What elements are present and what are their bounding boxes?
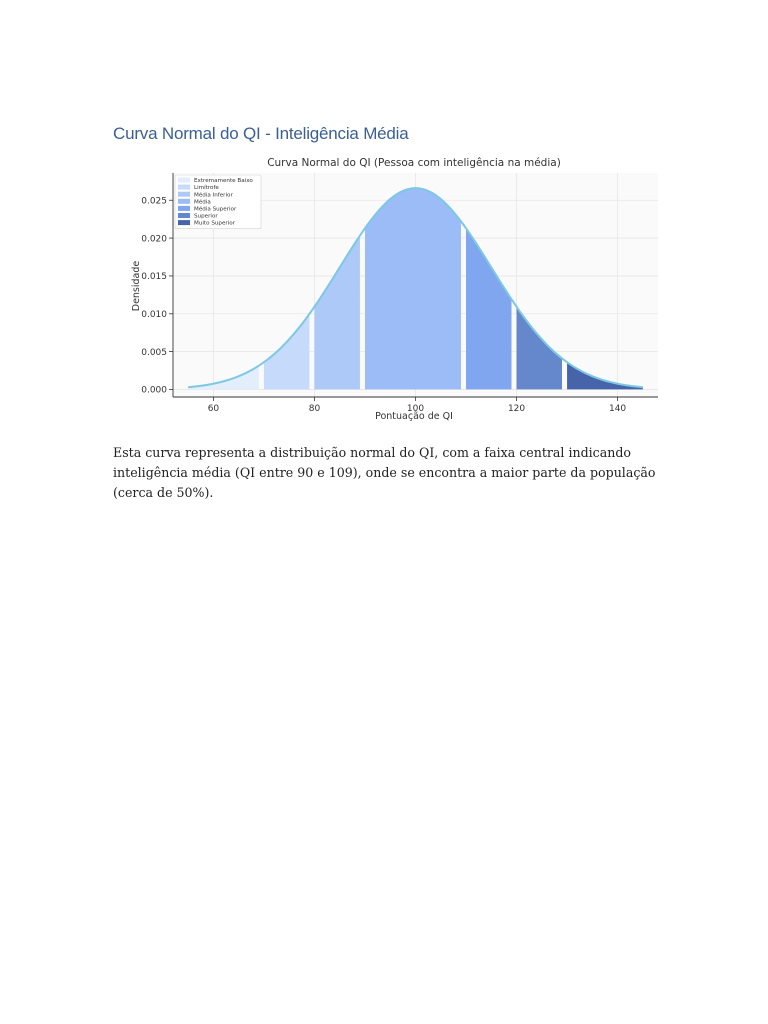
band-2: [263, 313, 310, 390]
legend-label: Muito Superior: [194, 221, 236, 227]
legend-swatch: [178, 213, 190, 218]
x-axis-label: Pontuação de QI: [375, 411, 453, 422]
legend-swatch: [178, 205, 190, 211]
legend-swatch: [178, 191, 190, 197]
y-tick-label: 0.015: [141, 272, 167, 282]
legend-swatch: [178, 220, 190, 226]
legend-label: Média Inferior: [194, 191, 233, 198]
y-tick-label: 0.010: [141, 310, 167, 320]
body-paragraph: Esta curva representa a distribuição nor…: [113, 445, 656, 500]
x-tick-label: 140: [609, 404, 626, 414]
chart-title: Curva Normal do QI (Pessoa com inteligên…: [267, 157, 561, 169]
legend-label: Limítrofe: [194, 184, 219, 191]
iq-chart-figure: Curva Normal do QI (Pessoa com inteligên…: [113, 150, 663, 432]
x-tick-label: 120: [508, 404, 525, 414]
x-tick-label: 100: [407, 404, 424, 414]
x-axis-ticks: 60 80 100 120 140: [208, 397, 626, 414]
legend-box: [174, 174, 262, 230]
legend-swatch: [178, 177, 190, 183]
y-axis-ticks: 0.000 0.005 0.010 0.015 0.020 0.025: [141, 196, 173, 396]
chart-curve: [188, 187, 643, 389]
y-tick-label: 0.020: [141, 234, 167, 244]
legend-swatch: [178, 184, 190, 190]
band-7: [567, 362, 643, 390]
band-1: [188, 365, 259, 390]
band-4: [364, 188, 461, 390]
legend-swatch: [178, 198, 190, 204]
iq-normal-curve-chart: Curva Normal do QI (Pessoa com inteligên…: [131, 157, 658, 422]
y-tick-label: 0.000: [141, 386, 167, 396]
chart-bands: [188, 188, 643, 390]
band-6: [516, 306, 563, 390]
y-axis-label: Densidade: [131, 261, 142, 312]
y-tick-label: 0.005: [141, 348, 167, 358]
y-tick-label: 0.025: [141, 196, 167, 206]
band-5: [466, 228, 512, 390]
page-heading: Curva Normal do QI - Inteligência Média: [113, 124, 409, 143]
band-3: [314, 235, 360, 390]
x-tick-label: 60: [208, 404, 220, 414]
x-tick-label: 80: [309, 404, 321, 414]
legend-label: Extremamente Baixo: [194, 178, 253, 184]
density-curve: [188, 187, 643, 389]
legend-label: Média Superior: [194, 206, 237, 213]
legend-label: Superior: [194, 214, 218, 220]
legend-label: Média: [194, 198, 211, 205]
